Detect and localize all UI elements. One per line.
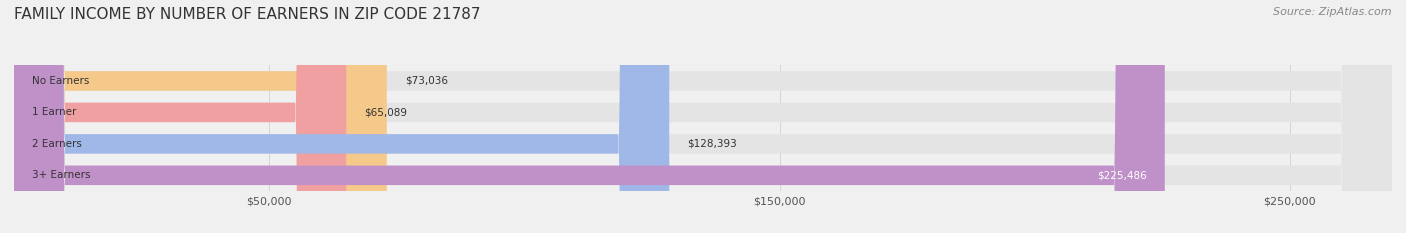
FancyBboxPatch shape [14,0,387,233]
Text: 3+ Earners: 3+ Earners [32,170,90,180]
Text: 2 Earners: 2 Earners [32,139,82,149]
FancyBboxPatch shape [14,0,346,233]
Text: No Earners: No Earners [32,76,90,86]
FancyBboxPatch shape [14,0,669,233]
Text: $225,486: $225,486 [1097,170,1147,180]
Text: $65,089: $65,089 [364,107,408,117]
Text: Source: ZipAtlas.com: Source: ZipAtlas.com [1274,7,1392,17]
FancyBboxPatch shape [14,0,1392,233]
FancyBboxPatch shape [14,0,1164,233]
FancyBboxPatch shape [14,0,1392,233]
Text: $73,036: $73,036 [405,76,447,86]
Text: $128,393: $128,393 [688,139,737,149]
FancyBboxPatch shape [14,0,1392,233]
Text: 1 Earner: 1 Earner [32,107,76,117]
Text: FAMILY INCOME BY NUMBER OF EARNERS IN ZIP CODE 21787: FAMILY INCOME BY NUMBER OF EARNERS IN ZI… [14,7,481,22]
FancyBboxPatch shape [14,0,1392,233]
